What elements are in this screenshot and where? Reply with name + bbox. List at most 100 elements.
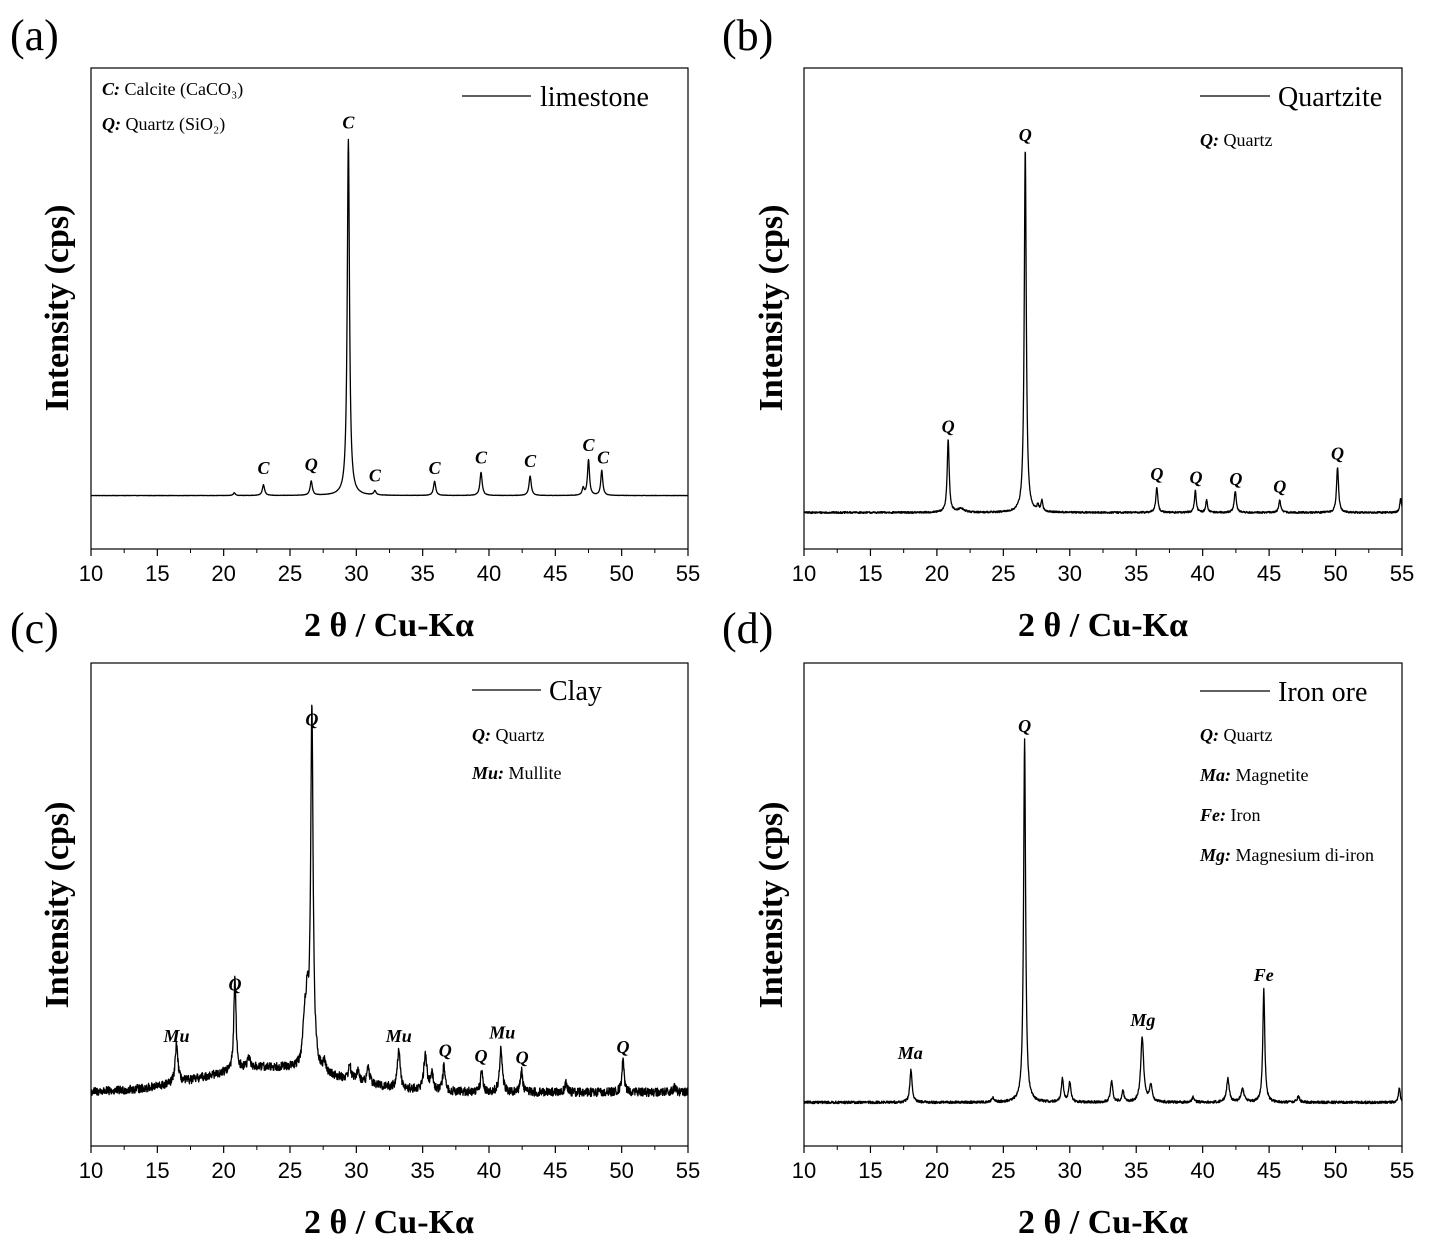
panel-b-peak-label: Q [1190,467,1203,487]
panel-a-xtick-label-15: 15 [145,561,169,586]
panel-a-xtick-label-10: 10 [79,561,103,586]
panel-d-xrd-pattern-line [803,738,1403,1105]
panel-b-xtick-label-45: 45 [1257,561,1281,586]
panel-c-peak-label: Q [305,710,318,730]
panel-b-note-1-text: Quartz [1224,130,1273,150]
panel-a-xtick-label-25: 25 [278,561,302,586]
panel-a-xrd-pattern-line [90,138,689,497]
panel-a-peak-label: C [524,451,537,471]
panel-b-xtick-label-15: 15 [858,561,882,586]
panel-a-xtick-label-30: 30 [344,561,368,586]
panel-a-note-2-text: Quartz (SiO₂) [126,114,226,135]
panel-a-legend-label: limestone [540,82,649,113]
panel-c-peak-label: Q [475,1046,488,1066]
panel-c-ylabel: Intensity (cps) [39,802,76,1009]
panel-d-note-4-text: Magnesium di-iron [1236,845,1374,865]
panel-a-xtick-label-40: 40 [477,561,501,586]
panel-b-peak-label: Q [1331,444,1344,464]
panel-d-note-3: Fe: Iron [1199,805,1261,825]
panel-d-xtick-label-10: 10 [792,1158,816,1183]
panel-b-xtick-label-20: 20 [925,561,949,586]
panel-c-note-1: Q: Quartz [472,725,544,745]
panel-c-xtick-label-25: 25 [278,1158,302,1183]
panel-d-xtick-label-30: 30 [1058,1158,1082,1183]
panel-c-note-2: Mu: Mullite [471,763,562,783]
panel-c-peak-label: Mu [385,1026,412,1046]
panel-a-xtick-label-55: 55 [676,561,700,586]
panel-c-letter: (c) [10,604,59,653]
panel-b-legend-label: Quartzite [1278,82,1382,113]
panel-c-xtick-label-20: 20 [211,1158,235,1183]
panel-a-note-2: Q: Quartz (SiO₂) [102,114,225,135]
panel-d-note-2: Ma: Magnetite [1199,765,1308,785]
panel-b-xtick-label-30: 30 [1058,561,1082,586]
panel-d-xtick-label-40: 40 [1190,1158,1214,1183]
panel-c-peak-label: Q [516,1048,529,1068]
panel-a-xlabel: 2 θ / Cu-Kα [304,607,474,644]
panel-d-xtick-label-55: 55 [1390,1158,1414,1183]
panel-b-xtick-label-25: 25 [991,561,1015,586]
panel-a-peak-label: C [369,465,382,485]
panel-a-note-1-text: Calcite (CaCO₃) [125,79,244,100]
panel-c-note-1-text: Quartz [496,725,545,745]
panel-d-note-3-text: Iron [1231,805,1261,825]
panel-a-peak-label: C [429,458,442,478]
panel-d-xlabel: 2 θ / Cu-Kα [1018,1204,1188,1241]
panel-a-note-2-abbr: Q: [102,114,121,134]
panel-c-xrd-pattern-line [90,704,689,1098]
panel-d-note-1: Q: Quartz [1200,725,1272,745]
panel-d: (d) 2 θ / Cu-Kα Intensity (cps) Iron ore… [722,604,1414,1241]
panel-b-peak-label: Q [1229,469,1242,489]
panel-b-xtick-label-35: 35 [1124,561,1148,586]
panel-d-xtick-label-25: 25 [991,1158,1015,1183]
panel-c-xtick-label-55: 55 [676,1158,700,1183]
panel-b-peak-label: Q [1019,125,1032,145]
panel-d-note-1-abbr: Q: [1200,725,1219,745]
panel-d-note-2-abbr: Ma: [1199,765,1231,785]
panel-c-xtick-label-30: 30 [344,1158,368,1183]
panel-b-xtick-label-10: 10 [792,561,816,586]
panel-c-peak-label: Q [439,1041,452,1061]
panel-b-peak-label: Q [1273,477,1286,497]
panel-a-frame [90,67,689,550]
panel-d-xtick-label-20: 20 [925,1158,949,1183]
panel-d-frame [803,662,1403,1147]
panel-d-peak-label: Mg [1129,1010,1155,1030]
panel-c-note-1-abbr: Q: [472,725,491,745]
panel-d-note-4: Mg: Magnesium di-iron [1199,845,1374,865]
panel-d-ylabel: Intensity (cps) [753,802,790,1009]
panel-a-peak-label: C [475,447,488,467]
panel-c-xtick-label-45: 45 [543,1158,567,1183]
panel-d-note-1-text: Quartz [1224,725,1273,745]
panel-c-xtick-label-15: 15 [145,1158,169,1183]
panel-b-note-1: Q: Quartz [1200,130,1272,150]
panel-a-ylabel: Intensity (cps) [39,205,76,412]
panel-a-letter: (a) [10,11,59,60]
panel-a-peak-label: C [582,435,595,455]
panel-a-note-1-abbr: C: [102,79,120,99]
panel-d-xtick-label-35: 35 [1124,1158,1148,1183]
panel-b-xtick-label-50: 50 [1323,561,1347,586]
panel-c-xtick-label-10: 10 [79,1158,103,1183]
panel-b-xtick-label-55: 55 [1390,561,1414,586]
panel-d-peak-label: Ma [897,1043,923,1063]
panel-a-note-1: C: Calcite (CaCO₃) [102,79,243,100]
panel-b-note-1-abbr: Q: [1200,130,1219,150]
panel-c-note-2-text: Mullite [509,763,562,783]
panel-c-peak-label: Mu [163,1026,190,1046]
panel-b-peak-label: Q [1150,464,1163,484]
panel-c-legend-label: Clay [549,676,602,707]
panel-b-frame [803,67,1403,550]
panel-a-xtick-label-20: 20 [211,561,235,586]
panel-d-letter: (d) [722,604,773,653]
panel-c-peak-label: Mu [488,1023,515,1043]
panel-d-peak-label: Fe [1253,965,1274,985]
panel-b-ylabel: Intensity (cps) [753,205,790,412]
panel-c-peak-label: Q [616,1037,629,1057]
panel-d-xtick-label-15: 15 [858,1158,882,1183]
panel-c: (c) 2 θ / Cu-Kα Intensity (cps) Clay Q: … [10,604,700,1241]
panel-b-xtick-label-40: 40 [1190,561,1214,586]
panel-a-xtick-label-50: 50 [609,561,633,586]
panel-b-letter: (b) [722,11,773,60]
